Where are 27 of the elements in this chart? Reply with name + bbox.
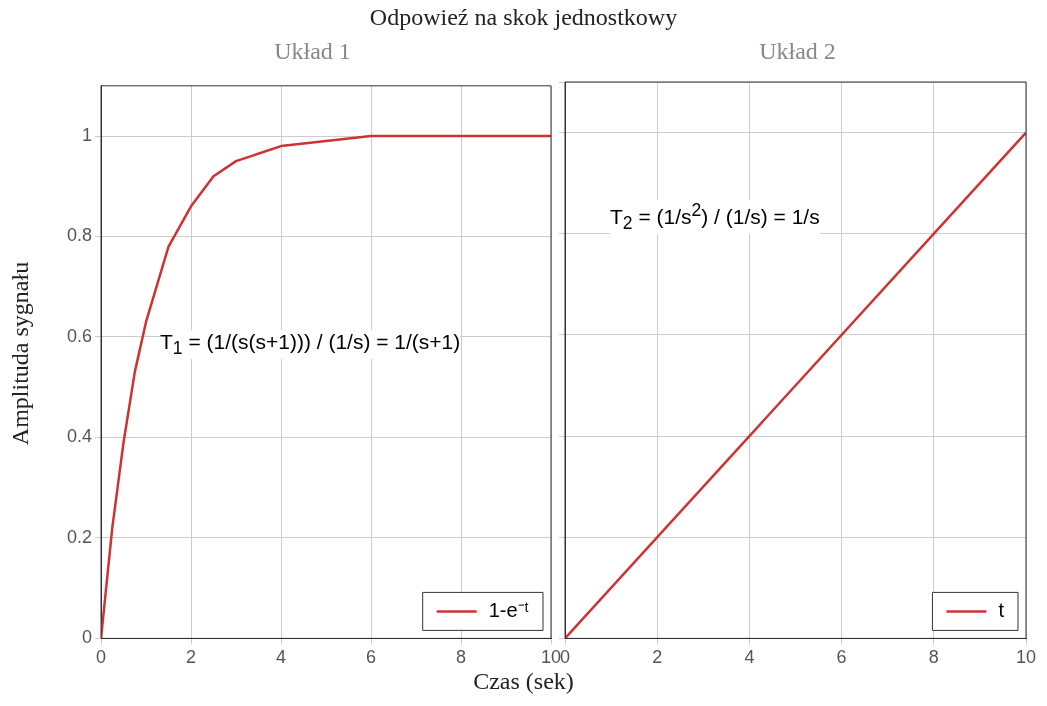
x-tick-label: 4	[744, 647, 755, 668]
y-tick-label: 0	[82, 627, 93, 648]
y-axis-title: Amplituda sygnału	[6, 260, 34, 448]
chart-subtitle: Układ 1	[273, 38, 352, 65]
x-tick-label: 8	[456, 647, 467, 668]
annotation: T$_{1}$ = (1/(s(s+1))) / (1/s) = 1/(s+1)	[160, 330, 461, 360]
x-tick-label: 6	[836, 647, 847, 668]
y-tick-label: 0.4	[66, 426, 93, 447]
chart-title: Odpowieź na skok jednostkowy	[368, 4, 679, 31]
chart-subtitle: Układ 2	[758, 38, 837, 65]
y-tick-label: 0.2	[66, 526, 93, 547]
y-tick-label: 0.6	[66, 325, 93, 346]
annotation: T$_{2}$ = (1/s$^{2}$) / (1/s) = 1/s	[610, 200, 820, 235]
x-tick-label: 10	[540, 647, 562, 668]
x-tick-label: 2	[652, 647, 663, 668]
x-axis-title: Czas (sek)	[472, 668, 575, 695]
x-tick-label: 4	[276, 647, 287, 668]
legend-label: 1-e⁻ᵗ	[488, 598, 530, 621]
legend-label: t	[998, 598, 1005, 621]
x-tick-label: 0	[559, 647, 571, 668]
y-tick-label: 0.8	[66, 225, 93, 246]
x-tick-label: 8	[928, 647, 939, 668]
x-tick-label: 6	[366, 647, 377, 668]
x-tick-label: 10	[1015, 647, 1037, 668]
y-tick-label: 1	[82, 125, 93, 146]
x-tick-label: 2	[186, 647, 197, 668]
x-tick-label: 0	[96, 647, 107, 668]
